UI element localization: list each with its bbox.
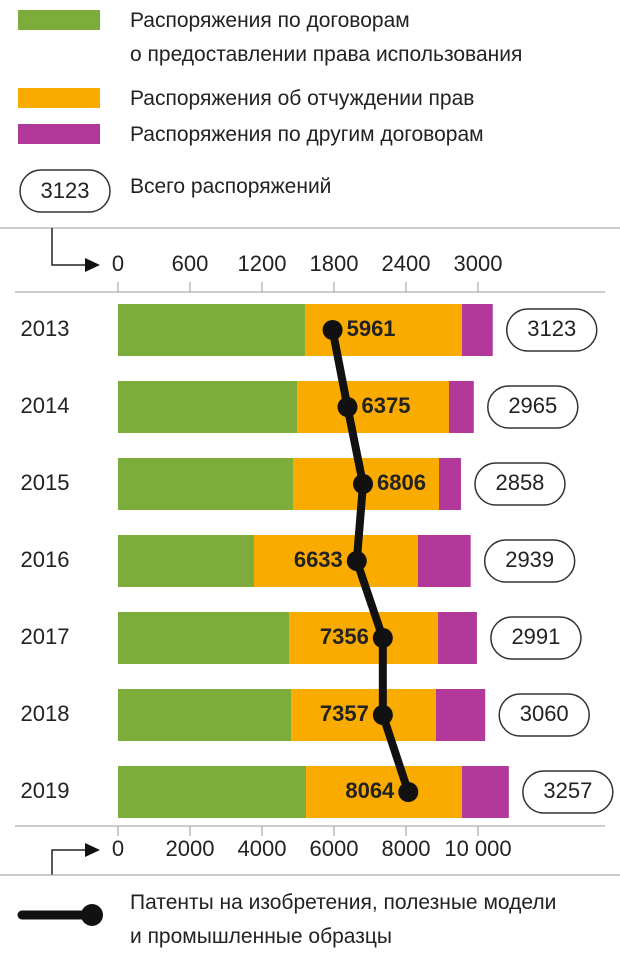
x-tick-label: 600 xyxy=(172,251,209,276)
legend-swatch xyxy=(18,10,100,30)
total-bubble xyxy=(506,308,598,352)
legend-label: Распоряжения по другим договорам xyxy=(130,123,484,146)
line-value-label: 6375 xyxy=(362,393,411,418)
x2-tick-label: 0 xyxy=(112,836,124,861)
y-tick-label: 2018 xyxy=(21,701,70,726)
y-tick-label: 2019 xyxy=(21,778,70,803)
total-label: 2939 xyxy=(505,547,554,572)
x-tick-label: 1800 xyxy=(310,251,359,276)
total-label: 2965 xyxy=(508,393,557,418)
x2-tick-label: 6000 xyxy=(310,836,359,861)
y-tick-label: 2017 xyxy=(21,624,70,649)
line-point xyxy=(353,474,374,494)
total-label: 2858 xyxy=(495,470,544,495)
bar-segment xyxy=(306,766,463,818)
bar-segment xyxy=(448,381,474,433)
bar-segment xyxy=(291,689,436,741)
bar-segment xyxy=(297,381,449,433)
total-bubble xyxy=(474,462,566,506)
x2-tick-label: 4000 xyxy=(238,836,287,861)
total-bubble xyxy=(483,539,576,583)
line-value-label: 7356 xyxy=(320,624,369,649)
bar-segment xyxy=(436,689,486,741)
axis-arrow xyxy=(85,843,100,857)
total-bubble xyxy=(498,693,590,737)
bar-segment xyxy=(438,612,477,664)
total-label: 3060 xyxy=(520,701,569,726)
bar-segment xyxy=(118,612,289,664)
x2-tick-label: 8000 xyxy=(382,836,431,861)
x-tick-label: 0 xyxy=(112,251,124,276)
y-tick-label: 2013 xyxy=(21,316,70,341)
bar-segment xyxy=(289,612,439,664)
legend-total: 3123 xyxy=(41,178,90,203)
line-point xyxy=(372,705,393,725)
y-tick-label: 2015 xyxy=(21,470,70,495)
axis-pointer xyxy=(51,228,85,266)
line-point xyxy=(337,397,358,417)
legend-label: Распоряжения по договорам о предоставлен… xyxy=(130,9,523,66)
line-value-label: 6806 xyxy=(377,470,426,495)
x2-tick-label: 10 000 xyxy=(444,836,511,861)
total-bubble xyxy=(490,616,582,660)
total-bubble xyxy=(487,385,579,429)
line-point xyxy=(398,782,419,802)
x-tick-label: 2400 xyxy=(382,251,431,276)
line-value-label: 7357 xyxy=(320,701,369,726)
legend-marker xyxy=(81,904,103,926)
total-label: 2991 xyxy=(511,624,560,649)
total-label: 3257 xyxy=(543,778,592,803)
axis-pointer xyxy=(51,849,85,875)
bar-segment xyxy=(118,535,254,587)
bar-segment xyxy=(118,304,305,356)
line-value-label: 6633 xyxy=(294,547,343,572)
bar-segment xyxy=(462,766,509,818)
line-value-label: 5961 xyxy=(347,316,396,341)
total-label: 3123 xyxy=(527,316,576,341)
legend-swatch xyxy=(18,124,100,144)
x-tick-label: 3000 xyxy=(454,251,503,276)
line-value-label: 8064 xyxy=(345,778,395,803)
legend-label: Всего распоряжений xyxy=(130,175,332,198)
y-tick-label: 2014 xyxy=(21,393,70,418)
line-point xyxy=(346,551,367,571)
bar-segment xyxy=(118,381,298,433)
total-bubble xyxy=(522,770,614,814)
legend-swatch xyxy=(18,88,100,108)
line-point xyxy=(372,628,393,648)
x2-tick-label: 2000 xyxy=(166,836,215,861)
y-tick-label: 2016 xyxy=(21,547,70,572)
line-point xyxy=(322,320,343,340)
legend-label: Патенты на изобретения, полезные модели … xyxy=(130,891,557,948)
bar-segment xyxy=(462,304,493,356)
bar-segment xyxy=(118,458,293,510)
legend-label: Распоряжения об отчуждении прав xyxy=(130,87,475,110)
bar-segment xyxy=(118,689,292,741)
legend-bubble xyxy=(19,169,111,213)
bar-segment xyxy=(439,458,461,510)
bar-segment xyxy=(118,766,307,818)
x-tick-label: 1200 xyxy=(238,251,287,276)
bar-segment xyxy=(418,535,471,587)
axis-arrow xyxy=(85,258,100,272)
bar-segment xyxy=(253,535,418,587)
